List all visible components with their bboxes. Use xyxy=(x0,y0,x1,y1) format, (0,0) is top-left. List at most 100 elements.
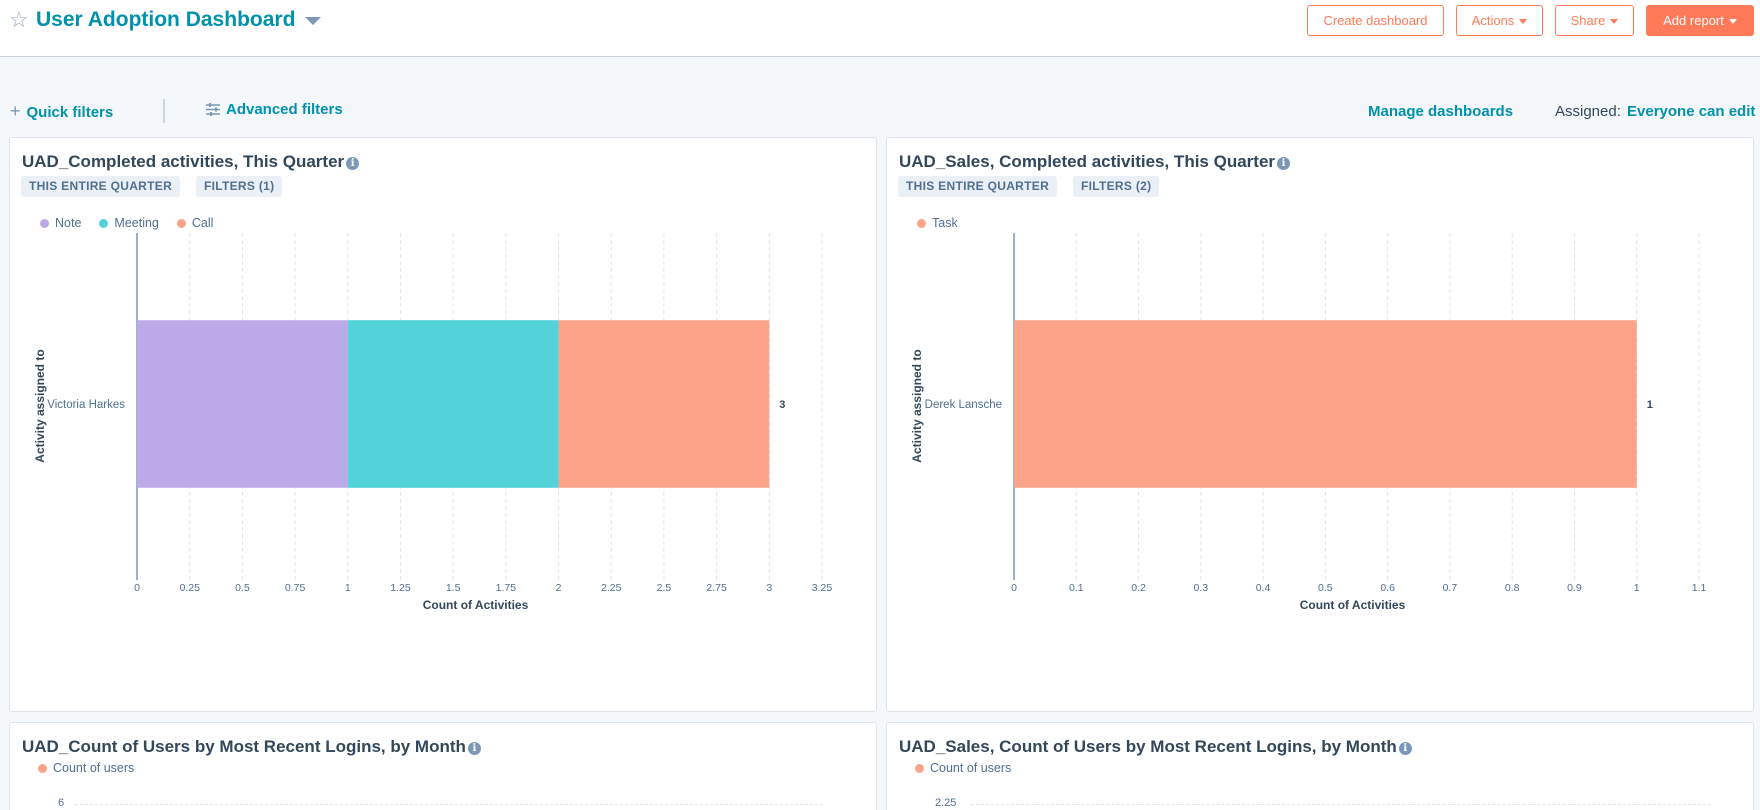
x-tick-label: 0.8 xyxy=(1505,582,1520,594)
legend-label: Count of users xyxy=(930,761,1012,775)
caret-down-icon xyxy=(1519,19,1528,25)
dashboard-title[interactable]: User Adoption Dashboard xyxy=(36,8,296,31)
report-card-sales-completed-activities: UAD_Sales, Completed activities, This Qu… xyxy=(886,137,1754,712)
x-tick-label: 0.5 xyxy=(235,582,250,594)
advanced-filters-button[interactable]: Advanced filters xyxy=(206,101,343,118)
legend-item-meeting[interactable]: Meeting xyxy=(99,216,159,230)
x-tick-label: 2.25 xyxy=(601,582,622,594)
x-tick-label: 1.75 xyxy=(496,582,517,594)
x-tick-label: 1.1 xyxy=(1692,582,1707,594)
share-label: Share xyxy=(1570,13,1606,28)
report-title-text: UAD_Count of Users by Most Recent Logins… xyxy=(22,737,466,756)
assigned-label: Assigned: xyxy=(1555,103,1621,120)
x-tick-label: 0.2 xyxy=(1131,582,1146,594)
legend-label: Meeting xyxy=(114,216,159,230)
add-report-button[interactable]: Add report xyxy=(1646,5,1754,36)
legend-dot xyxy=(917,218,926,228)
actions-label: Actions xyxy=(1471,13,1515,28)
report-card-user-logins: UAD_Count of Users by Most Recent Logins… xyxy=(9,722,877,810)
x-tick-label: 0.4 xyxy=(1256,582,1271,594)
bar-segment-meeting[interactable] xyxy=(347,320,559,488)
legend-label: Note xyxy=(55,216,82,230)
bar-chart: 0 0.1 0.2 0.3 0.4 0.5 0.6 0.7 0.8 0.9 1 1.1 1 Derek L… xyxy=(910,233,1707,612)
report-card-sales-user-logins: UAD_Sales, Count of Users by Most Recent… xyxy=(886,722,1754,810)
category-label: Victoria Harkes xyxy=(47,399,125,411)
bar-segment-note[interactable] xyxy=(137,320,348,488)
x-tick-label: 2.5 xyxy=(657,582,672,594)
report-title[interactable]: UAD_Count of Users by Most Recent Logins… xyxy=(22,737,481,757)
y-axis-title: Activity assigned to xyxy=(910,349,924,462)
star-outline-icon[interactable]: ☆ xyxy=(9,7,29,32)
x-tick-label: 0.25 xyxy=(179,582,200,594)
x-tick-label: 0.6 xyxy=(1380,582,1395,594)
x-tick-label: 0 xyxy=(1011,582,1017,594)
share-button[interactable]: Share xyxy=(1555,5,1634,36)
legend-dot xyxy=(915,763,924,773)
info-icon[interactable]: i xyxy=(346,157,360,170)
gridline xyxy=(971,804,1711,805)
filters-tag[interactable]: FILTERS (2) xyxy=(1073,176,1160,197)
report-title[interactable]: UAD_Sales, Count of Users by Most Recent… xyxy=(899,737,1412,757)
legend-item-call[interactable]: Call xyxy=(176,216,214,230)
gridline xyxy=(75,804,823,805)
filters-tag[interactable]: FILTERS (1) xyxy=(196,176,283,197)
x-tick-label: 0.5 xyxy=(1318,582,1333,594)
plus-icon: + xyxy=(10,101,21,121)
report-title[interactable]: UAD_Sales, Completed activities, This Qu… xyxy=(899,152,1291,172)
add-report-label: Add report xyxy=(1663,13,1724,28)
info-icon[interactable]: i xyxy=(1277,157,1291,170)
x-tick-label: 0 xyxy=(134,582,140,594)
quick-filters-label: Quick filters xyxy=(26,104,114,121)
y-axis-title: Activity assigned to xyxy=(33,349,47,462)
assigned-value-link[interactable]: Everyone can edit xyxy=(1627,103,1756,120)
legend-label: Task xyxy=(932,216,958,230)
info-icon[interactable]: i xyxy=(1398,742,1412,755)
caret-down-icon xyxy=(1728,19,1737,25)
y-tick-label: 6 xyxy=(58,797,65,809)
advanced-filters-label: Advanced filters xyxy=(226,101,343,118)
x-tick-label: 2 xyxy=(556,582,562,594)
report-title[interactable]: UAD_Completed activities, This Quarter i xyxy=(22,152,360,172)
report-title-text: UAD_Completed activities, This Quarter xyxy=(22,152,345,171)
legend-label: Call xyxy=(191,216,214,230)
x-tick-label: 1.5 xyxy=(446,582,461,594)
legend-dot xyxy=(38,763,47,773)
bar-segment-task[interactable] xyxy=(1014,320,1637,488)
legend-dot xyxy=(99,218,109,228)
legend-dot xyxy=(40,218,49,228)
chart-legend[interactable]: Count of users xyxy=(38,761,134,775)
bar-chart: 0 0.25 0.5 0.75 1 1.25 1.5 1.75 2 2.25 2.5 2.75 3 3.2… xyxy=(33,233,833,612)
actions-button[interactable]: Actions xyxy=(1456,5,1543,36)
manage-dashboards-link[interactable]: Manage dashboards xyxy=(1368,103,1514,120)
filter-bar: + Quick filters Advanced filters Manage d… xyxy=(0,95,1760,127)
date-range-tag[interactable]: THIS ENTIRE QUARTER xyxy=(898,176,1058,197)
sliders-icon xyxy=(206,103,220,116)
bar-segment-call[interactable] xyxy=(558,320,770,488)
legend-dot xyxy=(176,218,186,228)
x-tick-label: 1.25 xyxy=(390,582,411,594)
x-tick-label: 1 xyxy=(345,582,351,594)
chart-legend: Task xyxy=(917,216,958,230)
x-axis-title: Count of Activities xyxy=(1300,598,1406,612)
date-range-tag[interactable]: THIS ENTIRE QUARTER xyxy=(21,176,181,197)
chart-legend[interactable]: Count of users xyxy=(915,761,1011,775)
dashboard-header: ☆ User Adoption Dashboard Create dashboa… xyxy=(0,0,1760,57)
legend-item-note[interactable]: Note xyxy=(40,216,81,230)
x-tick-label: 1 xyxy=(1634,582,1640,594)
caret-down-icon xyxy=(1610,19,1619,25)
chevron-down-icon[interactable] xyxy=(305,17,321,25)
x-tick-label: 3.25 xyxy=(812,582,833,594)
y-tick-label: 2.25 xyxy=(935,797,957,809)
create-dashboard-label: Create dashboard xyxy=(1323,13,1428,28)
x-tick-label: 0.3 xyxy=(1194,582,1209,594)
legend-label: Count of users xyxy=(53,761,135,775)
legend-item-task[interactable]: Task xyxy=(917,216,958,230)
x-tick-label: 3 xyxy=(766,582,772,594)
report-title-text: UAD_Sales, Completed activities, This Qu… xyxy=(899,152,1276,171)
info-icon[interactable]: i xyxy=(467,742,481,755)
x-tick-label: 0.1 xyxy=(1069,582,1084,594)
quick-filters-button[interactable]: + Quick filters xyxy=(10,101,113,122)
x-tick-label: 0.9 xyxy=(1567,582,1582,594)
bar-total-label: 1 xyxy=(1647,399,1653,411)
create-dashboard-button[interactable]: Create dashboard xyxy=(1307,5,1444,36)
